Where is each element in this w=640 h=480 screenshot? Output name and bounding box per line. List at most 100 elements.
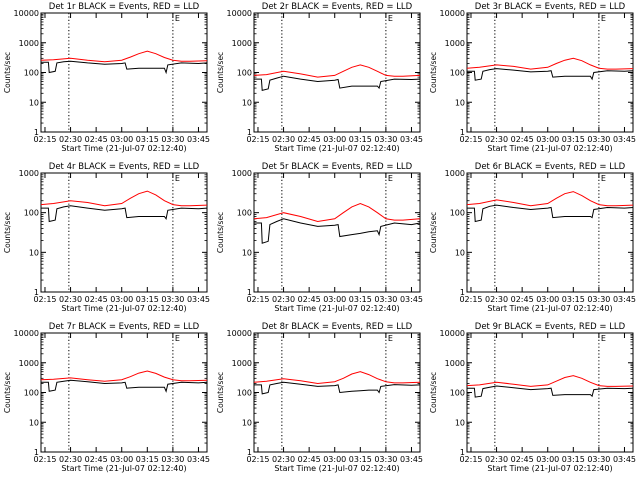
x-tick-label: 03:45 xyxy=(187,135,210,144)
y-axis-label: Counts/sec xyxy=(216,372,225,413)
y-axis-label: Counts/sec xyxy=(429,212,438,253)
chart-panel-9: Det 9r BLACK = Events, RED = LLD 1 10 100 10… xyxy=(429,322,636,473)
x-tick-label: 03:15 xyxy=(136,295,159,304)
chart-title: Det 8r BLACK = Events, RED = LLD xyxy=(262,322,413,332)
x-axis-label: Start Time (21-Jul-07 02:12:40) xyxy=(487,144,612,153)
y-tick-label: 10 xyxy=(455,418,465,427)
chart-title: Det 3r BLACK = Events, RED = LLD xyxy=(475,2,626,12)
series-lld-line xyxy=(253,64,421,78)
x-tick-label: 02:15 xyxy=(459,455,482,464)
x-tick-label: 03:30 xyxy=(161,295,184,304)
series-lld-line xyxy=(40,50,208,63)
x-tick-label: 02:15 xyxy=(459,295,482,304)
x-tick-label: 02:30 xyxy=(272,135,295,144)
x-tick-label: 03:30 xyxy=(374,455,397,464)
x-axis-label: Start Time (21-Jul-07 02:12:40) xyxy=(274,144,399,153)
x-tick-label: 03:45 xyxy=(400,295,423,304)
y-tick-label: 1 xyxy=(34,288,39,297)
plot-frame xyxy=(466,332,634,453)
time-marker-label: E xyxy=(175,14,180,23)
series-events-line xyxy=(41,205,208,223)
y-tick-label: 10 xyxy=(455,248,465,257)
x-tick-label: 03:00 xyxy=(110,135,133,144)
time-marker-label: E xyxy=(175,334,180,343)
x-tick-label: 03:15 xyxy=(562,455,585,464)
plot-frame xyxy=(253,332,421,453)
y-tick-label: 10 xyxy=(29,418,39,427)
plot-frame xyxy=(40,12,208,133)
x-tick-label: 03:00 xyxy=(110,295,133,304)
y-tick-label: 1000 xyxy=(445,39,465,48)
series-lld-line xyxy=(466,191,634,207)
plot-frame xyxy=(466,172,634,293)
x-tick-label: 03:30 xyxy=(161,455,184,464)
x-tick-label: 03:15 xyxy=(562,135,585,144)
plot-frame xyxy=(40,172,208,293)
x-tick-label: 02:30 xyxy=(485,135,508,144)
x-tick-label: 02:45 xyxy=(298,295,321,304)
time-marker-label: E xyxy=(601,174,606,183)
series-events-line xyxy=(41,60,208,75)
series-events-line xyxy=(467,385,634,398)
x-tick-label: 03:30 xyxy=(374,295,397,304)
x-tick-label: 02:15 xyxy=(33,295,56,304)
x-tick-label: 03:00 xyxy=(536,135,559,144)
y-tick-label: 100 xyxy=(450,209,465,218)
y-tick-label: 1 xyxy=(34,448,39,457)
x-tick-label: 03:45 xyxy=(187,295,210,304)
time-marker-label: E xyxy=(601,334,606,343)
time-marker-label: E xyxy=(388,14,393,23)
chart-title: Det 9r BLACK = Events, RED = LLD xyxy=(475,322,626,332)
series-events-line xyxy=(254,381,421,395)
x-tick-label: 03:30 xyxy=(161,135,184,144)
x-tick-label: 03:00 xyxy=(536,455,559,464)
y-tick-label: 1 xyxy=(247,288,252,297)
series-events-line xyxy=(41,379,208,393)
y-tick-label: 10000 xyxy=(227,9,252,18)
y-tick-label: 1 xyxy=(460,288,465,297)
x-tick-label: 02:15 xyxy=(33,455,56,464)
y-tick-label: 1000 xyxy=(445,359,465,368)
y-tick-label: 1 xyxy=(34,128,39,137)
chart-panel-7: Det 7r BLACK = Events, RED = LLD 1 10 100 10… xyxy=(3,322,210,473)
x-tick-label: 02:45 xyxy=(511,455,534,464)
y-tick-label: 100 xyxy=(237,209,252,218)
x-tick-label: 02:45 xyxy=(511,135,534,144)
x-tick-label: 02:45 xyxy=(85,135,108,144)
plot-frame xyxy=(466,12,634,133)
y-axis-label: Counts/sec xyxy=(3,52,12,93)
x-tick-label: 03:30 xyxy=(587,295,610,304)
x-tick-label: 02:15 xyxy=(33,135,56,144)
chart-panel-2: Det 2r BLACK = Events, RED = LLD 1 10 100 10… xyxy=(216,2,423,153)
y-tick-label: 10 xyxy=(29,98,39,107)
x-tick-label: 02:30 xyxy=(485,295,508,304)
x-tick-label: 03:00 xyxy=(323,295,346,304)
x-tick-label: 02:30 xyxy=(59,295,82,304)
y-tick-label: 10000 xyxy=(14,9,39,18)
y-tick-label: 10 xyxy=(455,98,465,107)
x-tick-label: 02:30 xyxy=(272,455,295,464)
x-tick-label: 03:15 xyxy=(349,295,372,304)
chart-title: Det 6r BLACK = Events, RED = LLD xyxy=(475,162,626,172)
series-lld-line xyxy=(40,370,208,382)
series-events-line xyxy=(467,68,634,81)
x-tick-label: 03:45 xyxy=(613,455,636,464)
y-tick-label: 100 xyxy=(237,69,252,78)
y-tick-label: 10000 xyxy=(227,329,252,338)
y-axis-label: Counts/sec xyxy=(3,212,12,253)
x-axis-label: Start Time (21-Jul-07 02:12:40) xyxy=(61,464,186,473)
chart-panel-8: Det 8r BLACK = Events, RED = LLD 1 10 100 10… xyxy=(216,322,423,473)
y-tick-label: 1 xyxy=(460,128,465,137)
time-marker-label: E xyxy=(601,14,606,23)
x-axis-label: Start Time (21-Jul-07 02:12:40) xyxy=(61,304,186,313)
x-tick-label: 03:45 xyxy=(187,455,210,464)
x-tick-label: 02:45 xyxy=(85,455,108,464)
x-tick-label: 02:45 xyxy=(298,455,321,464)
x-tick-label: 02:30 xyxy=(59,135,82,144)
y-tick-label: 10000 xyxy=(440,329,465,338)
x-tick-label: 03:45 xyxy=(613,135,636,144)
series-events-line xyxy=(254,75,421,92)
chart-title: Det 5r BLACK = Events, RED = LLD xyxy=(262,162,413,172)
x-tick-label: 03:00 xyxy=(323,455,346,464)
y-tick-label: 100 xyxy=(24,69,39,78)
